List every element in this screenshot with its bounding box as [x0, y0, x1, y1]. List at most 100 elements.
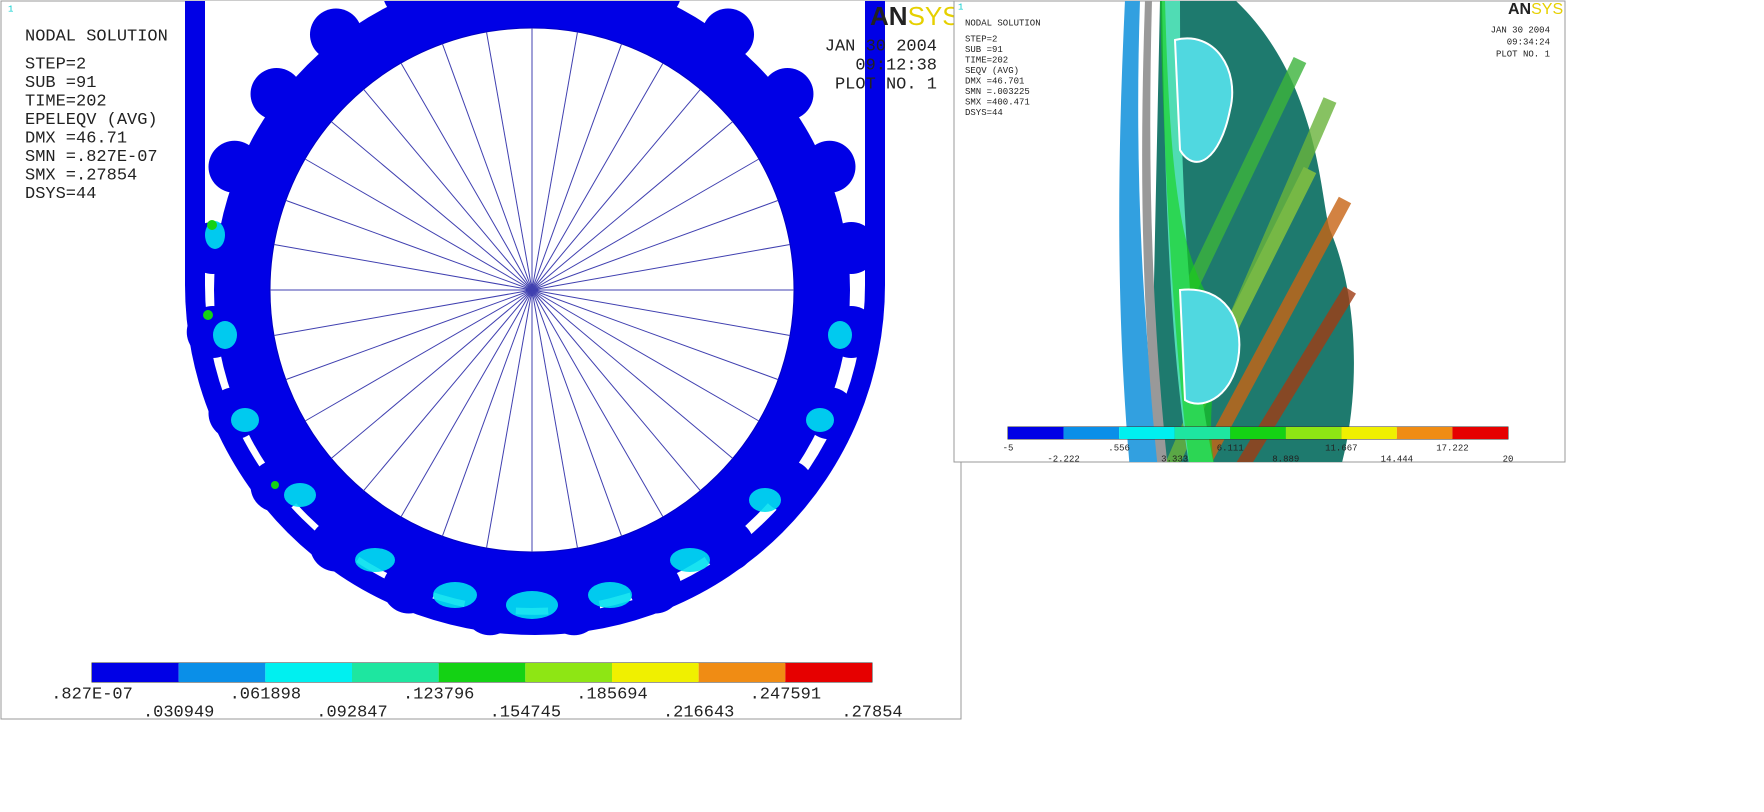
spoke — [330, 289, 533, 459]
info-line: TIME=202 — [965, 56, 1008, 66]
colorbar-label: -2.222 — [1047, 455, 1079, 465]
colorbar-label: .030949 — [143, 703, 214, 722]
colorbar-segment — [1396, 427, 1453, 439]
colorbar-label: .216643 — [663, 703, 734, 722]
spoke — [363, 289, 533, 492]
spoke — [531, 289, 779, 381]
panel-title: NODAL SOLUTION — [965, 19, 1041, 29]
time: 09:12:38 — [855, 56, 937, 75]
spoke — [531, 289, 791, 336]
window-number: 1 — [958, 3, 963, 13]
spoke — [486, 31, 533, 291]
colorbar-label: 14.444 — [1381, 455, 1413, 465]
colorbar-label: -5 — [1003, 444, 1014, 454]
colorbar-segment — [265, 663, 352, 682]
colorbar-segment — [1452, 427, 1508, 439]
colorbar-segment — [1174, 427, 1231, 439]
plot-number: PLOT NO. 1 — [1496, 50, 1550, 60]
info-line: DMX =46.701 — [965, 77, 1024, 87]
colorbar-segment — [525, 663, 612, 682]
colorbar-segment — [698, 663, 786, 682]
date: JAN 30 2004 — [825, 37, 937, 56]
colorbar-segment — [1008, 427, 1064, 439]
colorbar-label: 11.667 — [1325, 444, 1357, 454]
spoke — [285, 199, 533, 291]
spoke — [486, 289, 533, 549]
info-line: SUB =91 — [25, 74, 96, 93]
info-line: SUB =91 — [965, 45, 1003, 55]
colorbar-segment — [178, 663, 266, 682]
spoke — [531, 289, 760, 422]
belt-detail — [1119, 1, 1356, 462]
colorbar-label: .247591 — [750, 685, 821, 704]
info-line: SMN =.827E-07 — [25, 148, 158, 167]
colorbar-label: 6.111 — [1217, 444, 1244, 454]
spoke — [285, 289, 533, 381]
time: 09:34:24 — [1507, 38, 1550, 48]
colorbar-segment — [1063, 427, 1120, 439]
spoke — [304, 158, 533, 291]
spoke — [304, 289, 533, 422]
spoke — [531, 43, 623, 291]
spoke — [273, 289, 533, 336]
logo-dark: AN — [870, 1, 908, 31]
colorbar-label: .123796 — [403, 685, 474, 704]
colorbar-segment — [352, 663, 439, 682]
colorbar-label: .092847 — [316, 703, 387, 722]
logo: ANSYS — [1508, 1, 1563, 18]
colorbar-label: .185694 — [576, 685, 647, 704]
logo-light: SYS — [908, 1, 960, 31]
colorbar-label: .154745 — [490, 703, 561, 722]
info-line: EPELEQV (AVG) — [25, 111, 158, 130]
colorbar-label: .061898 — [230, 685, 301, 704]
spoke — [531, 121, 734, 291]
info-line: TIME=202 — [25, 92, 107, 111]
info-line: STEP=2 — [25, 55, 86, 74]
colorbar-segment — [785, 663, 872, 682]
info-line: DSYS=44 — [25, 185, 96, 204]
spoke — [363, 88, 533, 291]
colorbar-segment — [1230, 427, 1286, 439]
info-line: SMX =400.471 — [965, 98, 1030, 108]
colorbar-segment — [612, 663, 699, 682]
spoke — [273, 244, 533, 291]
colorbar-segment — [1341, 427, 1397, 439]
window-number: 1 — [8, 5, 13, 15]
spoke — [531, 244, 791, 291]
spoke — [531, 289, 578, 549]
info-line: STEP=2 — [965, 35, 997, 45]
spoke — [330, 121, 533, 291]
spoke — [531, 31, 578, 291]
spoke — [531, 289, 623, 537]
date: JAN 30 2004 — [1491, 26, 1550, 36]
colorbar-label: 8.889 — [1272, 455, 1299, 465]
colorbar-segment — [1285, 427, 1342, 439]
belt-model — [185, 1, 885, 636]
colorbar-segment — [92, 663, 179, 682]
spoke — [400, 62, 533, 291]
spoke — [441, 43, 533, 291]
colorbar-label: .827E-07 — [51, 685, 133, 704]
info-line: SMN =.003225 — [965, 87, 1030, 97]
info-line: DMX =46.71 — [25, 129, 127, 148]
logo-light: SYS — [1531, 1, 1563, 18]
colorbar-label: .556 — [1108, 444, 1130, 454]
colorbar-label: .27854 — [841, 703, 902, 722]
colorbar-label: 3.333 — [1161, 455, 1188, 465]
spoke — [531, 158, 760, 291]
colorbar-segment — [1119, 427, 1175, 439]
info-line: DSYS=44 — [965, 108, 1003, 118]
info-line: SEQV (AVG) — [965, 66, 1019, 76]
logo-dark: AN — [1508, 1, 1531, 18]
colorbar-label: 17.222 — [1436, 444, 1468, 454]
spoke — [531, 199, 779, 291]
spoke — [531, 62, 664, 291]
logo: ANSYS — [870, 1, 960, 31]
spoke — [531, 88, 701, 291]
colorbar-segment — [438, 663, 526, 682]
plot-number: PLOT NO. 1 — [835, 75, 937, 94]
spoke — [531, 289, 701, 492]
